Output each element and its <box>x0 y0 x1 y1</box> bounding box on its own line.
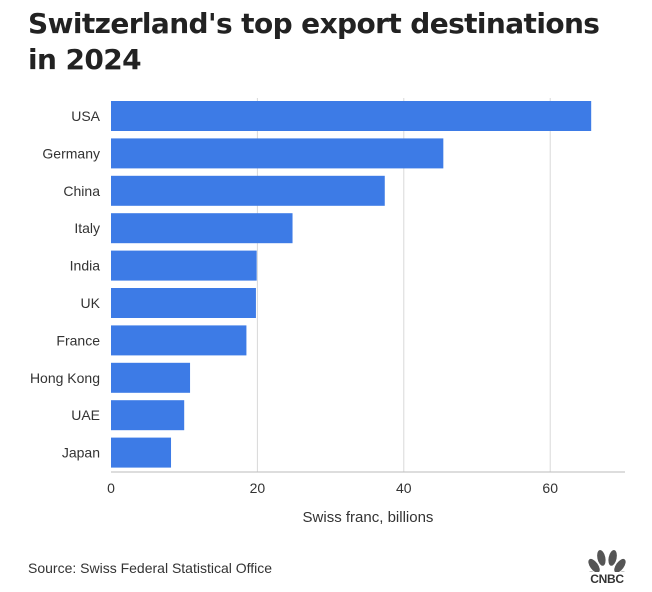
bar-uae <box>111 400 185 431</box>
logo-text: CNBC <box>590 572 624 586</box>
bar-china <box>111 175 385 206</box>
source-note: Source: Swiss Federal Statistical Office <box>28 560 273 576</box>
category-label: China <box>63 183 100 199</box>
cnbc-logo: CNBC <box>584 546 630 586</box>
category-label: UK <box>81 295 101 311</box>
bar-usa <box>111 101 592 131</box>
bar-japan <box>111 437 172 468</box>
bar-germany <box>111 138 444 169</box>
x-tick-labels: 0 20 40 60 <box>107 480 558 496</box>
bar-uk <box>111 288 256 318</box>
category-label: UAE <box>71 407 100 423</box>
category-labels: USA Germany China Italy India UK France Hong Ko… <box>30 108 101 461</box>
x-axis-title: Swiss franc, billions <box>303 509 434 526</box>
category-label: Italy <box>74 220 100 236</box>
bar-hong-kong <box>111 362 191 393</box>
bar-chart: USA Germany China Italy India UK France Hong Ko… <box>30 98 625 526</box>
x-tick-label: 60 <box>542 480 558 496</box>
bars <box>111 101 592 468</box>
x-tick-label: 40 <box>396 480 412 496</box>
chart-title: Switzerland's top export destinations in… <box>28 7 600 76</box>
peacock-icon <box>587 550 627 583</box>
category-label: India <box>70 258 101 274</box>
category-label: France <box>56 332 100 348</box>
category-label: USA <box>71 108 100 124</box>
bar-france <box>111 325 247 356</box>
bar-india <box>111 250 257 281</box>
x-tick-label: 0 <box>107 480 115 496</box>
category-label: Hong Kong <box>30 370 100 386</box>
category-label: Germany <box>42 145 100 161</box>
category-label: Japan <box>62 445 100 461</box>
bar-italy <box>111 213 293 244</box>
x-tick-label: 20 <box>250 480 266 496</box>
